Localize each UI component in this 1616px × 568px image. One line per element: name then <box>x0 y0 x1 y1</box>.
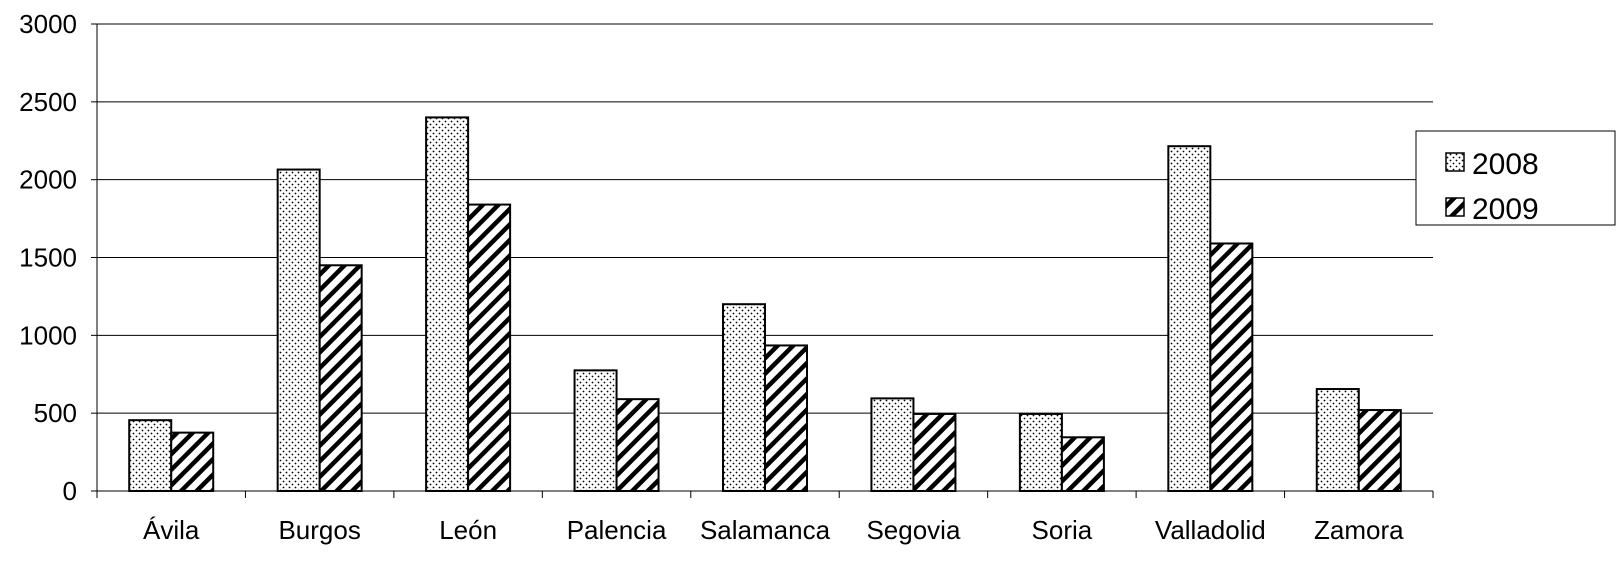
x-tick-label: Segovia <box>866 515 960 545</box>
legend-label-2008: 2008 <box>1472 148 1539 181</box>
x-tick-label: Soria <box>1032 515 1093 545</box>
bar-2009-Burgos <box>318 264 363 492</box>
y-tick-label: 1000 <box>19 320 77 350</box>
y-tick-label: 500 <box>34 398 77 428</box>
y-tick-label: 1500 <box>19 243 77 273</box>
bars <box>128 116 1402 493</box>
bar-2009-Palencia <box>615 398 660 493</box>
bar-2008-Valladolid <box>1167 145 1212 492</box>
y-tick-label: 2500 <box>19 87 77 117</box>
y-tick-label: 0 <box>63 476 77 506</box>
bar-2008-Salamanca <box>722 303 766 493</box>
legend-swatch-2009 <box>1445 197 1465 217</box>
y-tick-label: 2000 <box>19 165 77 195</box>
x-tick-label: Ávila <box>143 515 200 545</box>
x-tick-label: Zamora <box>1314 515 1404 545</box>
bar-2008-Palencia <box>573 369 618 493</box>
x-tick-label: Palencia <box>567 515 667 545</box>
bar-2009-Segovia <box>912 412 957 493</box>
x-tick-label: Salamanca <box>700 515 831 545</box>
legend: 2008 2009 <box>1415 130 1616 226</box>
bar-2008-Ávila <box>128 419 173 492</box>
bar-2009-Ávila <box>170 431 215 492</box>
legend-label-2009: 2009 <box>1472 193 1539 226</box>
bar-2008-Zamora <box>1315 388 1360 492</box>
bar-2009-Soria <box>1060 436 1105 493</box>
x-tick-label: León <box>439 515 497 545</box>
bar-2008-Soria <box>1018 412 1063 493</box>
legend-swatch-2008 <box>1445 152 1465 172</box>
axis-labels: 0 500 1000 1500 2000 2500 3000 Ávila Burgos León P… <box>19 9 1404 545</box>
bar-2009-Valladolid <box>1209 242 1254 492</box>
bar-2008-Burgos <box>276 168 321 492</box>
x-tick-label: Valladolid <box>1155 515 1266 545</box>
bar-2009-Zamora <box>1357 409 1402 493</box>
bar-2008-León <box>425 116 470 493</box>
bar-2009-León <box>467 203 512 492</box>
x-tick-label: Burgos <box>278 515 360 545</box>
bar-2009-Salamanca <box>764 344 808 492</box>
bar-2008-Segovia <box>870 397 915 492</box>
y-tick-label: 3000 <box>19 9 77 39</box>
